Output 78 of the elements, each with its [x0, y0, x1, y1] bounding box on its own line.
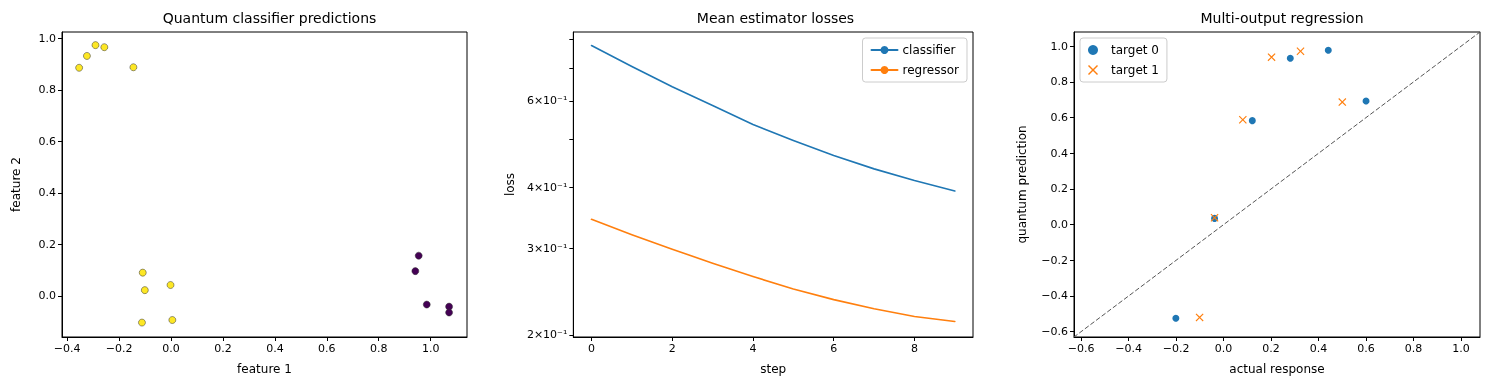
x-tick-label: 0.6	[318, 342, 336, 355]
y-axis-title: quantum prediction	[1015, 125, 1029, 244]
y-tick-label: −0.6	[1041, 325, 1068, 339]
point	[139, 268, 147, 277]
point	[166, 281, 175, 289]
y-axis-title: feature 2	[9, 157, 23, 212]
point	[138, 318, 146, 327]
y-tick-label: 6×10⁻¹	[526, 94, 568, 108]
point	[1172, 314, 1180, 322]
line-series	[590, 218, 956, 323]
y-tick-label: 2×10⁻¹	[526, 328, 568, 342]
x-tick-label: 0.2	[214, 342, 232, 355]
x-tick-label: 1.0	[421, 342, 440, 355]
legend-label: target 0	[1111, 43, 1159, 57]
point	[445, 308, 453, 317]
x-tick-label: −0.4	[1115, 342, 1142, 355]
y-tick-label: 0.4	[38, 186, 56, 200]
x-tick-label: 0.4	[1309, 342, 1328, 355]
x-tick-label: 4	[749, 342, 757, 355]
x-axis-title: actual response	[1229, 362, 1325, 376]
point	[1195, 313, 1204, 322]
y-tick-label: 0.0	[1050, 218, 1068, 232]
y-tick-label: 0.6	[1050, 111, 1068, 125]
y-tick-label: 0.8	[1050, 75, 1068, 89]
legend-label: regressor	[902, 63, 960, 77]
y-tick-label: 1.0	[1050, 39, 1068, 53]
y-tick-label: 0.4	[1050, 146, 1068, 160]
y-tick-label: 3×10⁻¹	[526, 242, 568, 255]
y-tick-label: 0.0	[38, 289, 56, 303]
y-tick-label: 0.8	[38, 83, 56, 97]
point	[423, 300, 431, 309]
point	[411, 267, 420, 275]
legend-label: target 1	[1111, 63, 1159, 77]
x-axis-title: step	[760, 362, 787, 376]
point	[100, 43, 109, 51]
chart-title: Quantum classifier predictions	[162, 10, 377, 26]
point	[83, 52, 91, 60]
y-tick-label: 0.6	[38, 134, 56, 148]
x-tick-label: 6	[830, 342, 838, 355]
point	[141, 286, 149, 294]
x-tick-label: 0.8	[1404, 342, 1423, 355]
x-tick-label: 0.6	[1357, 342, 1375, 355]
y-tick-label: 4×10⁻¹	[526, 180, 568, 194]
x-tick-label: 0.8	[369, 342, 388, 355]
y-axis-title: loss	[503, 172, 517, 197]
legend-label: classifier	[902, 43, 956, 57]
x-tick-label: −0.2	[1162, 342, 1190, 355]
point	[1324, 46, 1332, 54]
x-tick-label: 1.0	[1452, 342, 1470, 355]
point	[1286, 54, 1294, 62]
y-tick-label: −0.4	[1041, 289, 1068, 303]
x-tick-label: 2	[668, 342, 676, 355]
point	[1338, 98, 1347, 107]
chart-title: Mean estimator losses	[696, 10, 855, 26]
point	[414, 251, 423, 260]
point	[1267, 53, 1276, 62]
x-tick-label: 0	[588, 342, 595, 355]
y-tick-label: 0.2	[1050, 182, 1068, 196]
point	[1238, 115, 1247, 124]
x-tick-label: 0.4	[266, 342, 284, 355]
y-tick-label: 0.2	[38, 237, 56, 251]
x-tick-label: −0.2	[105, 342, 133, 355]
x-tick-label: 8	[910, 342, 918, 355]
x-tick-label: 0.2	[1262, 342, 1280, 355]
x-tick-label: −0.6	[1067, 342, 1095, 355]
x-tick-label: −0.4	[53, 342, 81, 355]
point	[1248, 117, 1256, 125]
x-tick-label: 0.0	[1214, 342, 1233, 355]
point	[1296, 47, 1305, 56]
point	[168, 316, 177, 324]
chart-title: Multi-output regression	[1200, 10, 1364, 26]
point	[75, 64, 83, 72]
y-tick-label: −0.2	[1041, 253, 1068, 267]
x-axis-title: feature 1	[237, 362, 292, 376]
y-tick-label: 1.0	[38, 31, 56, 45]
x-tick-label: 0.0	[162, 342, 180, 355]
point	[91, 41, 100, 49]
point	[129, 63, 138, 72]
